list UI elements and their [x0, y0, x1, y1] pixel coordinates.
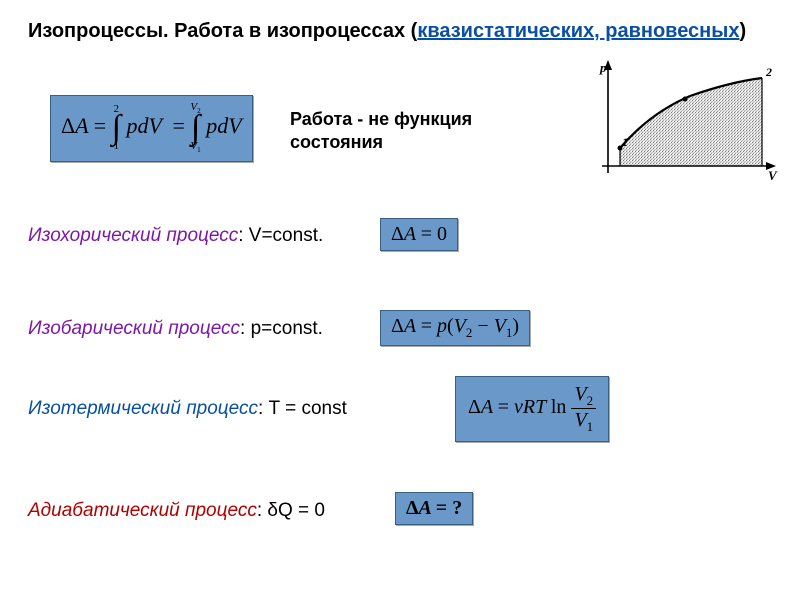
note-line1: Работа - не функция: [290, 109, 472, 129]
pv-x-label: V: [768, 168, 778, 183]
int2-body: pdV: [206, 113, 241, 138]
title-part3: ): [739, 20, 746, 42]
isothermal-name: Изотермический процесс: [28, 398, 258, 419]
pv-mid-dot: [683, 97, 688, 102]
slide-title: Изопроцессы. Работа в изопроцессах (кваз…: [28, 18, 772, 45]
int1-body: pdV: [126, 113, 161, 138]
work-note: Работа - не функция состояния: [290, 108, 472, 155]
adiabatic-cond: : δQ = 0: [257, 500, 325, 521]
title-part2: квазистатических, равновесных: [417, 20, 739, 42]
pv-y-label: p: [599, 60, 607, 75]
adiabatic-name: Адиабатический процесс: [28, 500, 257, 521]
isochoric-name: Изохорический процесс: [28, 225, 238, 246]
isobaric-formula-box: ΔA = p(V2 − V1): [380, 310, 530, 346]
isothermal-label: Изотермический процесс: T = const: [28, 398, 772, 420]
note-line2: состояния: [290, 132, 383, 152]
isobaric-name: Изобарический процесс: [28, 318, 240, 339]
isochoric-formula-box: ΔA = 0: [380, 218, 458, 251]
isobaric-cond: : p=const.: [240, 318, 323, 339]
isochoric-cond: : V=const.: [238, 225, 323, 246]
main-formula-box: ΔA = 2 ∫ 1 pdV = V2 ∫ V1 pdV: [50, 95, 253, 162]
isothermal-formula-box: ΔA = νRT ln V2 V1: [455, 376, 609, 442]
pv-point-2: 2: [765, 65, 772, 79]
int2-lower: V1: [190, 141, 200, 154]
pv-area-fill: [620, 78, 762, 166]
title-part1: Изопроцессы. Работа в изопроцессах (: [28, 20, 417, 42]
adiabatic-formula-box: ΔA = ?: [395, 492, 473, 525]
pv-diagram: p V 1 2: [590, 58, 780, 198]
isothermal-cond: : T = const: [258, 398, 347, 419]
slide: Изопроцессы. Работа в изопроцессах (кваз…: [0, 0, 800, 600]
pv-point-1: 1: [622, 135, 628, 149]
